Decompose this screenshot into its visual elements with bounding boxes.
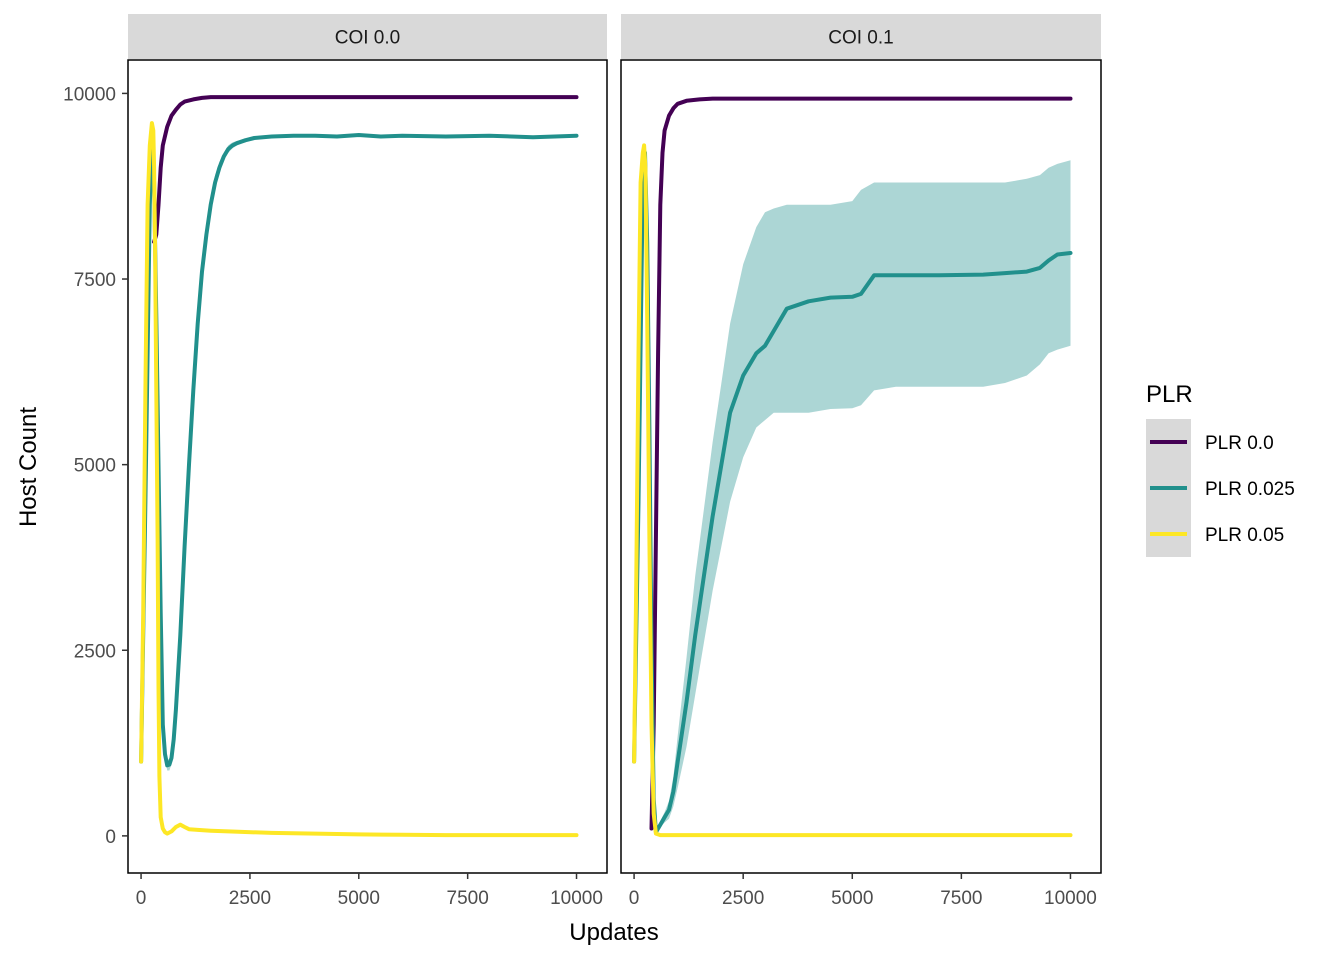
panel-strip <box>621 14 1101 59</box>
x-tick-label: 7500 <box>447 888 489 909</box>
x-tick-label: 2500 <box>722 888 764 909</box>
ribbon-plr-0-025 <box>634 152 1071 833</box>
series-line-plr-0-0 <box>649 96 1073 831</box>
panel-strip <box>128 14 607 59</box>
x-tick-label: 10000 <box>550 888 603 909</box>
panel-2: COI 0.1 0 2500 5000 7500 10000 <box>620 14 1102 909</box>
series-line-plr-0-05 <box>139 121 579 838</box>
panel-border <box>127 59 608 874</box>
panel-strip-label: COI 0.1 <box>828 28 893 49</box>
legend-title: PLR <box>1146 381 1193 408</box>
x-tick-label: 0 <box>136 888 147 909</box>
legend-label: PLR 0.0 <box>1205 433 1274 454</box>
series-line-plr-0-0 <box>152 95 579 244</box>
x-tick-label: 7500 <box>940 888 982 909</box>
y-tick-label: 2500 <box>74 641 116 662</box>
panel-data <box>632 96 1073 838</box>
y-tick-label: 0 <box>105 827 116 848</box>
y-tick-label: 7500 <box>74 270 116 291</box>
x-tick-label: 5000 <box>338 888 380 909</box>
legend-label: PLR 0.05 <box>1205 525 1284 546</box>
panel-border <box>620 59 1102 874</box>
x-axis-title: Updates <box>569 919 658 946</box>
series-line-plr-0-05 <box>632 143 1073 838</box>
x-tick-label: 2500 <box>229 888 271 909</box>
legend-label: PLR 0.025 <box>1205 479 1295 500</box>
panel-data <box>139 95 579 838</box>
panel-background <box>128 60 607 873</box>
panel-strip-label: COI 0.0 <box>335 28 400 49</box>
x-tick-label: 0 <box>629 888 640 909</box>
y-tick-label: 10000 <box>63 84 116 105</box>
x-tick-label: 10000 <box>1044 888 1097 909</box>
y-tick-label: 5000 <box>74 456 116 477</box>
x-tick-label: 5000 <box>831 888 873 909</box>
panels: COI 0.0 0 2500 5000 7500 10000 0 2500 5000 7500 10… <box>63 14 1102 909</box>
panel-1: COI 0.0 0 2500 5000 7500 10000 0 2500 5000 7500 10… <box>63 14 608 909</box>
legend: PLR PLR 0.0 PLR 0.025 PLR 0.05 <box>1146 381 1295 557</box>
series-line-plr-0-025 <box>139 133 579 768</box>
y-axis-title: Host Count <box>15 407 42 527</box>
